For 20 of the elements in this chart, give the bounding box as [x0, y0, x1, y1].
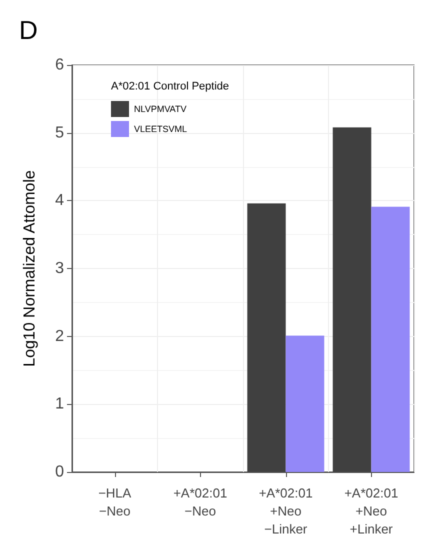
x-tick-label: −HLA −Neo — [98, 486, 132, 518]
y-axis-title: Log10 Normalized Attomole — [22, 170, 38, 367]
legend-label: VLEETSVML — [134, 124, 188, 134]
x-tick-label: +A*02:01 −Neo — [173, 486, 228, 518]
y-tick-label: 3 — [55, 260, 64, 277]
chart-title: D — [19, 15, 38, 45]
y-tick-label: 2 — [55, 328, 64, 345]
legend-title: A*02:01 Control Peptide — [111, 80, 230, 92]
bar — [332, 127, 372, 472]
x-tick-label: +A*02:01 +Neo −Linker — [258, 486, 313, 536]
bar — [247, 203, 286, 472]
y-tick-label: 0 — [55, 464, 64, 480]
bar — [286, 336, 324, 472]
bar — [371, 206, 410, 472]
x-tick-label: +A*02:01 +Neo +Linker — [344, 486, 398, 536]
y-tick-label: 1 — [55, 396, 64, 413]
y-tick-label: 4 — [55, 192, 64, 210]
y-tick-label: 5 — [55, 124, 64, 142]
legend-label: NLVPMVATV — [134, 104, 187, 114]
y-tick-label: 6 — [55, 56, 64, 74]
